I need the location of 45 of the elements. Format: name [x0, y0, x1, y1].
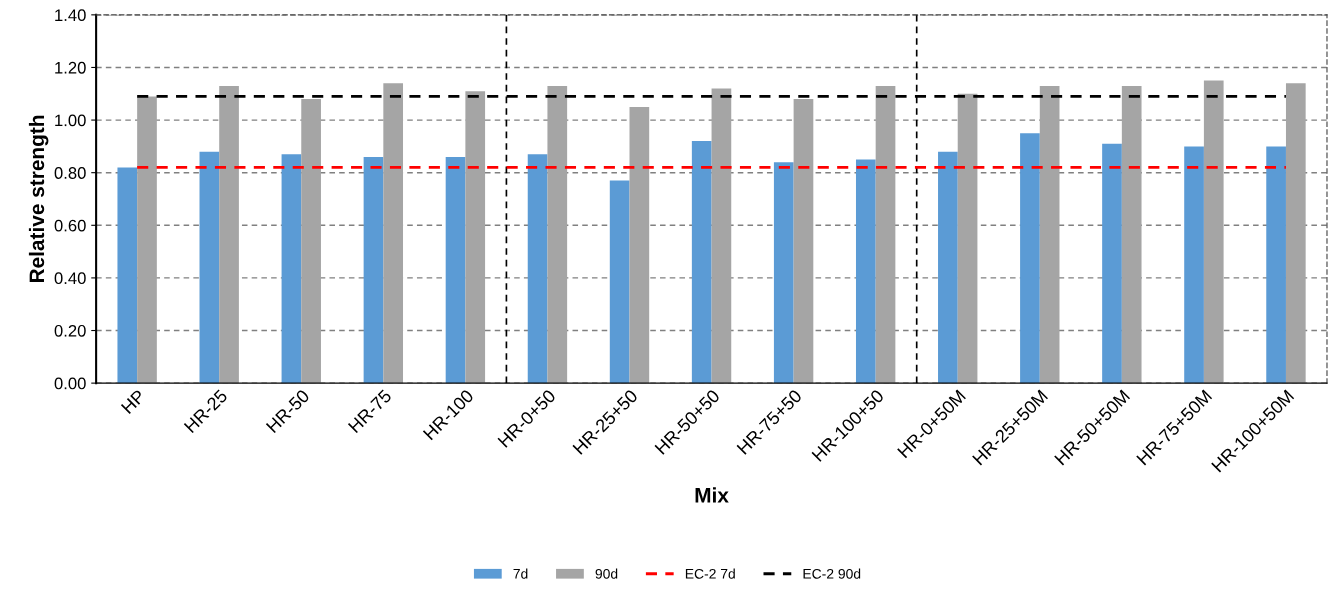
bar — [199, 151, 220, 384]
bar — [363, 156, 384, 384]
bar — [137, 96, 157, 384]
bar — [938, 151, 958, 384]
bar — [219, 85, 239, 384]
legend-label: EC-2 7d — [685, 568, 735, 579]
bar — [957, 93, 978, 384]
bar — [1020, 133, 1040, 384]
legend-label: EC-2 90d — [803, 568, 861, 579]
y-tick-label: 1.20 — [55, 61, 86, 74]
bar — [1121, 85, 1142, 384]
legend-label: 7d — [513, 568, 528, 579]
bar — [875, 85, 896, 384]
bar — [1102, 143, 1122, 384]
bar — [793, 99, 814, 384]
y-tick-label: 0.80 — [54, 167, 86, 179]
y-axis-title: Relative strength — [28, 115, 49, 283]
y-tick-label: 1.40 — [55, 9, 86, 22]
bar — [465, 91, 486, 384]
bar — [117, 167, 138, 384]
bar — [855, 159, 876, 384]
bar — [609, 180, 630, 384]
legend-label: 90d — [595, 568, 618, 579]
y-tick-label: 0.00 — [54, 377, 86, 390]
y-tick-label: 0.60 — [54, 219, 86, 232]
bar — [383, 83, 404, 384]
bar — [547, 85, 568, 384]
bar — [301, 99, 321, 384]
bar — [281, 154, 302, 384]
bar — [527, 154, 548, 384]
bar — [1266, 146, 1286, 384]
bar — [1039, 85, 1060, 384]
bar — [445, 156, 466, 384]
bar — [773, 162, 794, 384]
bar — [711, 88, 732, 384]
bar — [629, 106, 650, 384]
y-tick-label: 1.00 — [55, 114, 86, 127]
x-tick-label: HP — [120, 389, 146, 414]
bar — [1184, 146, 1204, 384]
x-axis-title: Mix — [695, 487, 729, 503]
bar — [691, 141, 712, 384]
bar — [1203, 80, 1224, 384]
y-tick-label: 0.20 — [54, 324, 86, 337]
bar — [1285, 83, 1306, 384]
y-tick-label: 0.40 — [54, 272, 86, 285]
